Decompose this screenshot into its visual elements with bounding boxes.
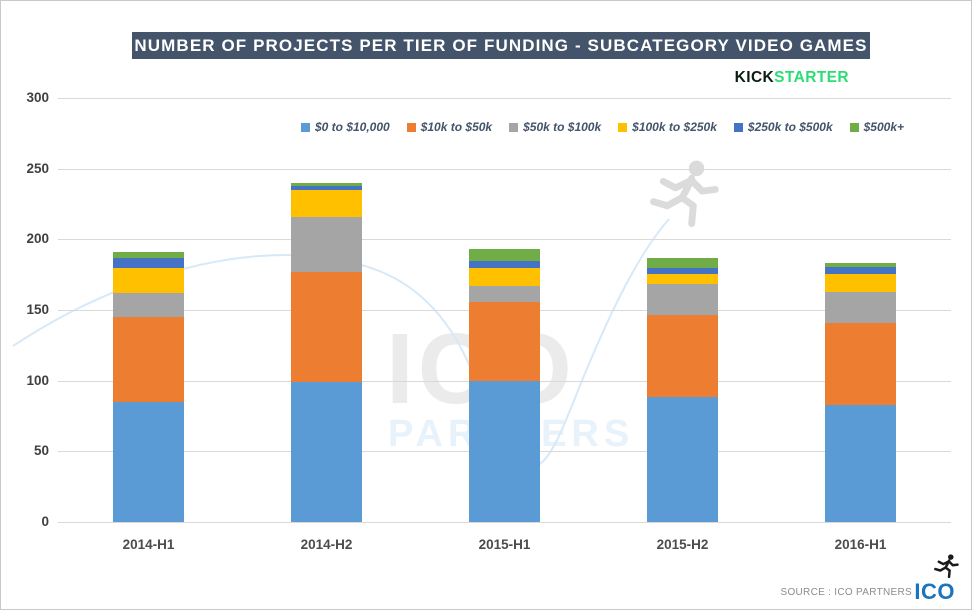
legend-swatch: [733, 122, 743, 132]
bar-segment: [647, 273, 718, 284]
legend-item: $500k+: [849, 120, 905, 134]
legend-item: $10k to $50k: [406, 120, 493, 134]
bar-segment: [113, 257, 184, 268]
bar-segment: [469, 260, 540, 268]
kickstarter-logo: KICKSTARTER: [735, 69, 849, 87]
bar-segment: [469, 380, 540, 523]
x-tick-label: 2014-H1: [122, 537, 175, 552]
bar-segment: [113, 267, 184, 294]
bar-segment: [469, 301, 540, 382]
bar-segment: [647, 267, 718, 274]
y-tick-label: 150: [26, 302, 49, 317]
bar-segment: [825, 404, 896, 523]
bar-segment: [291, 189, 362, 218]
bar-segment: [647, 283, 718, 315]
bar-segment: [825, 273, 896, 293]
y-tick-label: 100: [26, 372, 49, 388]
legend-item: $250k to $500k: [733, 120, 833, 134]
runner-watermark-icon: [645, 157, 727, 235]
bar-segment: [469, 249, 540, 261]
gridline: [58, 168, 951, 170]
bar-segment: [113, 317, 184, 403]
bar-segment: [469, 267, 540, 287]
legend-item: $50k to $100k: [509, 120, 601, 134]
ico-partners-logo: ICO: [914, 579, 955, 604]
bar-segment: [291, 185, 362, 191]
chart-title: NUMBER OF PROJECTS PER TIER OF FUNDING -…: [132, 32, 870, 59]
legend-item: $100k to $250k: [618, 120, 717, 134]
bar-segment: [647, 396, 718, 523]
legend-label: $100k to $250k: [632, 120, 717, 134]
y-tick-label: 0: [41, 514, 49, 529]
source-caption: SOURCE : ICO PARTNERS: [780, 587, 912, 598]
y-tick-label: 250: [26, 160, 49, 176]
bar-segment: [647, 314, 718, 397]
bar-segment: [113, 401, 184, 523]
chart-legend: $0 to $10,000 $10k to $50k $50k to $100k $1…: [246, 120, 959, 134]
bar-segment: [113, 293, 184, 318]
x-tick-label: 2014-H2: [300, 537, 353, 552]
bar-segment: [291, 382, 362, 523]
legend-swatch: [849, 122, 859, 132]
bar-segment: [291, 271, 362, 383]
legend-label: $0 to $10,000: [314, 120, 390, 134]
kickstarter-logo-starter: STARTER: [774, 69, 849, 86]
bar-segment: [825, 291, 896, 324]
x-tick-label: 2015-H1: [478, 537, 531, 552]
gridline: [58, 522, 951, 523]
y-tick-label: 50: [33, 443, 49, 459]
bar-segment: [825, 263, 896, 267]
legend-swatch: [406, 122, 416, 132]
x-tick-label: 2015-H2: [656, 537, 709, 552]
legend-swatch: [300, 122, 310, 132]
bar-segment: [291, 216, 362, 273]
legend-swatch: [509, 122, 519, 132]
runner-icon: [932, 553, 962, 581]
gridline: [58, 98, 951, 99]
bar-segment: [113, 252, 184, 259]
kickstarter-logo-kick: KICK: [734, 69, 775, 86]
legend-swatch: [618, 122, 628, 132]
bar-segment: [647, 257, 718, 268]
bar-segment: [291, 182, 362, 187]
bar-segment: [825, 322, 896, 406]
x-tick-label: 2016-H1: [834, 537, 887, 552]
legend-label: $50k to $100k: [523, 120, 602, 134]
bar-segment: [825, 266, 896, 274]
legend-label: $250k to $500k: [747, 120, 833, 134]
y-tick-label: 200: [26, 231, 49, 247]
y-tick-label: 300: [26, 90, 49, 105]
legend-label: $500k+: [863, 120, 905, 134]
bar-segment: [469, 285, 540, 302]
legend-label: $10k to $50k: [420, 120, 493, 134]
legend-item: $0 to $10,000: [300, 120, 390, 134]
gridline: [58, 239, 951, 241]
